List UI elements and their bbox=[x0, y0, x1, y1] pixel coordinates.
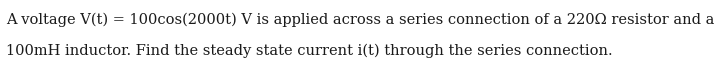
Text: A voltage V(t) = 100cos(2000t) V is applied across a series connection of a 220Ω: A voltage V(t) = 100cos(2000t) V is appl… bbox=[6, 12, 714, 27]
Text: 100mH inductor. Find the steady state current i(t) through the series connection: 100mH inductor. Find the steady state cu… bbox=[6, 44, 612, 58]
